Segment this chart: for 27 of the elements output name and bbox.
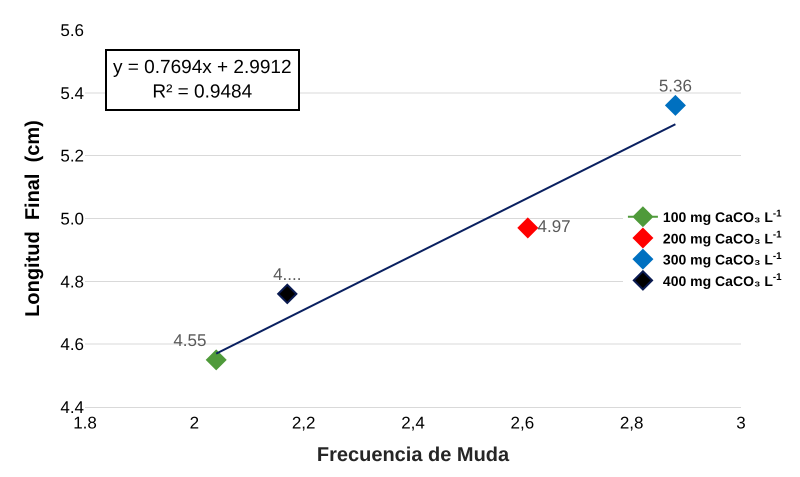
legend-label: 400 mg CaCO₃ L$^{-1}$ — [662, 272, 782, 289]
x-tick-label: 2,2 — [292, 413, 316, 432]
x-tick-label: 3 — [736, 413, 746, 432]
x-tick-label: 2,6 — [510, 413, 534, 432]
x-tick-label: 2,4 — [401, 413, 425, 432]
y-axis-title: Longitud Final (cm) — [22, 120, 44, 317]
point — [665, 95, 686, 116]
point — [277, 284, 298, 304]
x-tick-label: 2 — [190, 413, 200, 432]
annotation: y = 0.7694x + 2.9912 R² = 0.9484 — [113, 57, 292, 103]
y-tick-label: 5.4 — [60, 84, 84, 103]
y-tick-label: 5.2 — [60, 146, 84, 166]
y-tick-label: 5.6 — [60, 20, 84, 40]
legend-label: 100 mg CaCO₃ L$^{-1}$ — [662, 208, 782, 226]
legend-label: 300 mg CaCO₃ L$^{-1}$ — [662, 250, 782, 268]
legend-label: 200 mg CaCO₃ L$^{-1}$ — [662, 230, 782, 246]
y-tick-label: 5.0 — [60, 209, 84, 228]
data-label: 4.97 — [538, 217, 571, 236]
x-axis-title: Frecuencia de Muda — [316, 444, 510, 466]
point — [206, 350, 226, 370]
data-label: 4.... — [273, 264, 302, 284]
data-label: 4.55 — [173, 330, 206, 350]
point — [518, 218, 538, 238]
data-label: 5.36 — [658, 76, 692, 96]
x-tick-label: 2,8 — [620, 413, 644, 432]
y-tick-label: 4.6 — [60, 335, 84, 354]
y-tick-label: 4.8 — [60, 272, 84, 292]
